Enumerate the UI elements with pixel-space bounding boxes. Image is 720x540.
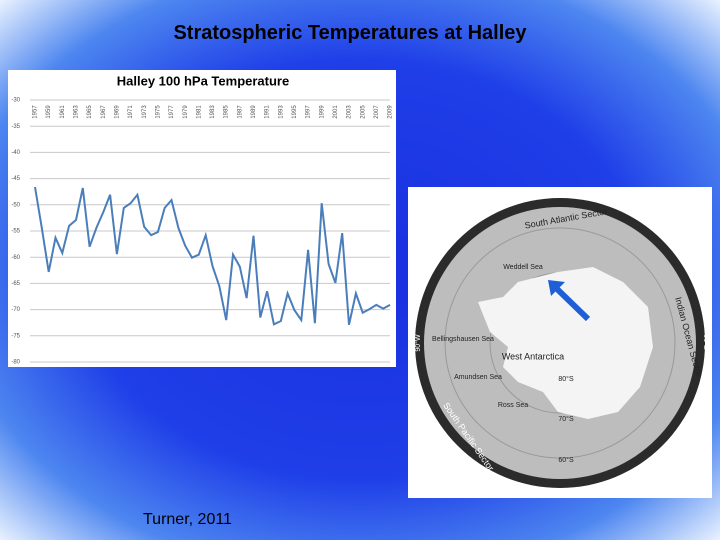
- x-tick-label: 1989: [251, 105, 257, 119]
- map-label: 90°E: [702, 334, 710, 350]
- x-tick-label: 1985: [224, 105, 230, 119]
- x-tick-label: 2001: [333, 105, 339, 119]
- arrow-head: [548, 280, 565, 296]
- y-tick-label: -70: [11, 307, 20, 313]
- chart-title: Halley 100 hPa Temperature: [117, 73, 289, 88]
- map-label: 90°W: [414, 334, 422, 352]
- x-tick-label: 1957: [33, 105, 39, 119]
- x-tick-label: 1959: [46, 105, 52, 119]
- y-tick-label: -30: [11, 98, 20, 104]
- x-tick-label: 1967: [101, 105, 107, 119]
- x-tick-label: 1979: [183, 105, 189, 119]
- map-label: 0°: [560, 192, 567, 200]
- x-tick-label: 2003: [347, 105, 353, 119]
- x-tick-label: 1965: [87, 105, 93, 119]
- x-tick-label: 1973: [142, 105, 148, 119]
- x-tick-label: 1977: [169, 105, 175, 119]
- x-tick-label: 1997: [306, 105, 312, 119]
- map-label: West Antarctica: [502, 351, 564, 361]
- chart-bg: [8, 70, 396, 367]
- y-tick-label: -45: [11, 176, 20, 182]
- x-tick-label: 1991: [265, 105, 271, 119]
- map-circle: [444, 227, 676, 459]
- map-label: Bellingshausen Sea: [432, 336, 494, 343]
- map-label: 70°S: [558, 415, 574, 423]
- x-tick-label: 1981: [196, 105, 202, 119]
- antarctica: [478, 267, 653, 419]
- y-tick-label: -50: [11, 202, 20, 208]
- map-label: Amundsen Sea: [454, 374, 502, 381]
- data-line: [34, 186, 391, 326]
- y-tick-label: -75: [11, 333, 20, 339]
- credit: Turner, 2011: [143, 511, 232, 528]
- chart: Halley 100 hPa Temperature -80 -75 -70 -65 -…: [8, 70, 396, 367]
- y-tick-label: -35: [11, 124, 20, 130]
- x-tick-label: 1987: [237, 105, 243, 119]
- map-label: Ross Sea: [498, 402, 528, 409]
- map-label: 80°S: [558, 375, 574, 383]
- x-tick-label: 1993: [278, 105, 284, 119]
- arrow: [552, 284, 591, 322]
- y-tick-label: -65: [11, 281, 20, 287]
- x-tick-label: 2007: [374, 105, 380, 119]
- x-tick-label: 2009: [388, 105, 394, 119]
- map: South Atlantic Sector Indian Ocean Secto…: [408, 187, 712, 498]
- y-tick-label: -60: [11, 255, 20, 261]
- x-tick-label: 1983: [210, 105, 216, 119]
- x-tick-label: 1961: [60, 105, 66, 119]
- x-tick-label: 1999: [319, 105, 325, 119]
- y-tick-label: -55: [11, 229, 20, 235]
- x-tick-label: 1963: [74, 105, 80, 119]
- y-tick-label: -40: [11, 150, 20, 156]
- x-tick-label: 2005: [360, 105, 366, 119]
- map-label: Weddell Sea: [503, 264, 543, 271]
- slide-title: Stratospheric Temperatures at Halley: [173, 22, 527, 44]
- x-tick-label: 1995: [292, 105, 298, 119]
- map-label: 180°: [556, 487, 571, 495]
- y-tick-label: -80: [11, 360, 20, 366]
- x-tick-label: 1969: [115, 105, 121, 119]
- x-tick-label: 1975: [155, 105, 161, 119]
- x-tick-label: 1971: [128, 105, 134, 119]
- map-label: 60°S: [558, 456, 574, 464]
